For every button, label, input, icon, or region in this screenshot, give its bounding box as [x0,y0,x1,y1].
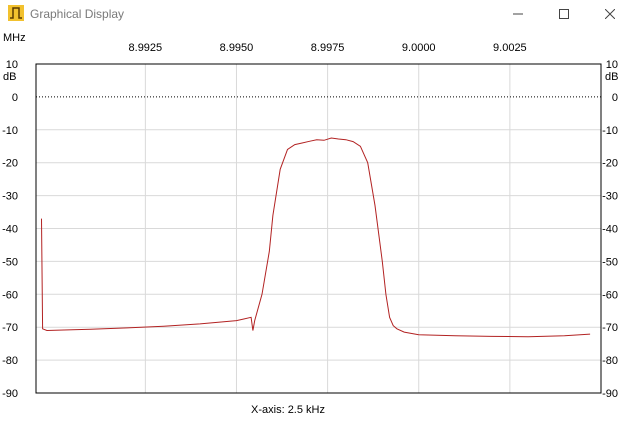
x-axis-caption: X-axis: 2.5 kHz [251,404,325,416]
y-tick-label-left: 10 [6,59,18,71]
y-tick-label-right: -70 [602,322,618,334]
y-tick-label-right: -10 [602,125,618,137]
x-tick-label: 9.0025 [493,42,527,54]
y-unit-label-left: dB [3,71,16,83]
y-tick-label-right: 0 [612,92,618,104]
x-tick-label: 9.0000 [402,42,436,54]
y-tick-label-left: -70 [2,322,18,334]
y-tick-label-left: -10 [2,125,18,137]
trace-line [41,137,591,338]
y-tick-label-right: -30 [602,191,618,203]
x-tick-label: 8.9925 [129,42,163,54]
y-tick-label-right: -20 [602,158,618,170]
window-title: Graphical Display [30,7,125,21]
plot-frame [35,63,602,394]
maximize-icon [559,9,569,19]
y-tick-label-right: 10 [606,59,618,71]
y-tick-label-left: -60 [2,289,18,301]
y-tick-label-left: 0 [12,92,18,104]
y-tick-label-left: -40 [2,224,18,236]
x-unit-label: MHz [3,32,26,44]
y-tick-label-left: -80 [2,355,18,367]
x-tick-label: 8.9950 [220,42,254,54]
maximize-button[interactable] [541,0,587,28]
title-bar: Graphical Display [0,0,633,28]
y-tick-label-right: -60 [602,289,618,301]
close-button[interactable] [587,0,633,28]
y-tick-label-right: -40 [602,224,618,236]
y-tick-label-left: -20 [2,158,18,170]
close-icon [605,9,615,19]
minimize-button[interactable] [495,0,541,28]
y-tick-label-right: -50 [602,256,618,268]
graph-area: 8.9925 8.9950 8.9975 9.0000 9.0025 10 10 0 0 -10 -… [2,32,618,416]
y-unit-label-right: dB [605,71,618,83]
y-tick-label-left: -50 [2,256,18,268]
y-tick-label-right: -90 [602,388,618,400]
y-tick-label-right: -80 [602,355,618,367]
y-tick-label-left: -30 [2,191,18,203]
x-tick-label: 8.9975 [311,42,345,54]
minimize-icon [513,13,523,15]
pulse-icon [8,5,24,21]
y-tick-label-left: -90 [2,388,18,400]
